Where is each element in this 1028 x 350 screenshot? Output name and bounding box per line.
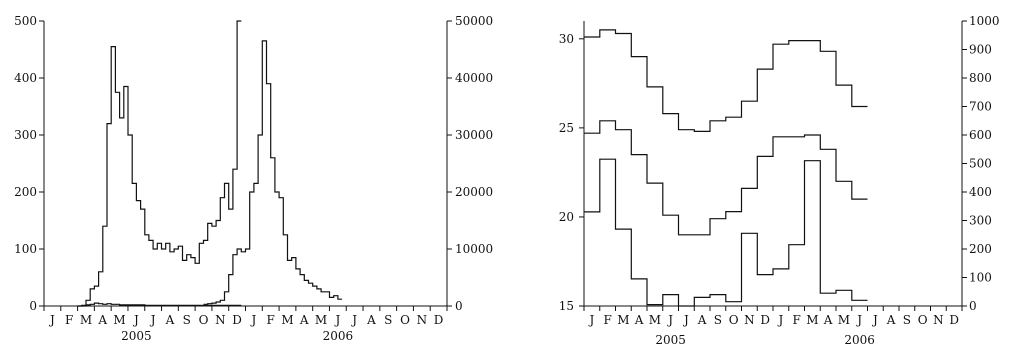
right-y-tick-label: 800: [969, 71, 992, 85]
month-label: S: [384, 313, 392, 327]
left-y-tick-label: 25: [559, 121, 574, 135]
month-label: A: [299, 313, 309, 327]
month-label: J: [149, 313, 156, 327]
series-line-2: [584, 120, 868, 236]
year-label: 2005: [655, 333, 686, 347]
left-y-tick-label: 300: [14, 128, 37, 142]
right-y-tick-label: 600: [969, 128, 992, 142]
year-label: 2005: [121, 329, 152, 343]
right-y-tick-label: 1000: [969, 14, 1000, 28]
month-label: J: [587, 313, 594, 327]
year-label: 2006: [323, 329, 354, 343]
month-label: M: [838, 313, 850, 327]
month-label: M: [281, 313, 293, 327]
right-y-tick-label: 10000: [455, 242, 493, 256]
month-label: J: [776, 313, 783, 327]
month-label: J: [48, 313, 55, 327]
series-line-3: [584, 158, 868, 307]
month-label: N: [215, 313, 226, 327]
month-label: S: [903, 313, 911, 327]
right-y-tick-label: 400: [969, 185, 992, 199]
month-label: M: [806, 313, 818, 327]
month-label: M: [617, 313, 629, 327]
month-label: J: [682, 313, 689, 327]
month-label: N: [744, 313, 755, 327]
month-label: S: [183, 313, 191, 327]
right-y-tick-label: 200: [969, 242, 992, 256]
right-y-tick-label: 500: [969, 157, 992, 171]
month-label: A: [697, 313, 707, 327]
month-label: F: [603, 313, 611, 327]
month-label: S: [714, 313, 722, 327]
series-line-1: [77, 20, 242, 307]
month-label: F: [267, 313, 275, 327]
right-y-tick-label: 300: [969, 214, 992, 228]
series-line-3: [77, 302, 242, 307]
month-label: J: [666, 313, 673, 327]
right-y-tick-label: 900: [969, 43, 992, 57]
left-y-tick-label: 20: [559, 210, 574, 224]
month-label: O: [199, 313, 209, 327]
series-line-1: [584, 29, 868, 132]
left-y-tick-label: 0: [29, 299, 37, 313]
month-label: N: [417, 313, 428, 327]
left-y-tick-label: 100: [14, 242, 37, 256]
right-y-tick-label: 30000: [455, 128, 493, 142]
month-label: D: [949, 313, 959, 327]
month-label: M: [80, 313, 92, 327]
right-y-tick-label: 0: [455, 299, 463, 313]
series-line-2: [203, 40, 343, 305]
month-label: O: [918, 313, 928, 327]
month-label: J: [132, 313, 139, 327]
left-y-tick-label: 200: [14, 185, 37, 199]
month-label: J: [249, 313, 256, 327]
month-label: J: [871, 313, 878, 327]
month-label: D: [434, 313, 444, 327]
month-label: A: [165, 313, 175, 327]
left-y-tick-label: 15: [559, 299, 574, 313]
month-label: A: [634, 313, 644, 327]
month-label: J: [350, 313, 357, 327]
month-label: A: [886, 313, 896, 327]
month-label: A: [366, 313, 376, 327]
right-y-tick-label: 700: [969, 100, 992, 114]
left-y-tick-label: 500: [14, 14, 37, 28]
month-label: J: [855, 313, 862, 327]
right-y-tick-label: 0: [969, 299, 977, 313]
month-label: F: [65, 313, 73, 327]
month-label: M: [113, 313, 125, 327]
left-y-tick-label: 400: [14, 71, 37, 85]
chart-left: 0 100 200 300 400 500 0 10000 20000 30000 40000 500…: [14, 14, 493, 343]
year-label: 2006: [844, 333, 875, 347]
right-y-tick-label: 40000: [455, 71, 493, 85]
month-label: J: [333, 313, 340, 327]
right-y-tick-label: 50000: [455, 14, 493, 28]
month-label: N: [933, 313, 944, 327]
month-label: A: [97, 313, 107, 327]
month-label: O: [400, 313, 410, 327]
month-label: M: [315, 313, 327, 327]
right-y-tick-label: 100: [969, 271, 992, 285]
month-label: O: [729, 313, 739, 327]
left-y-tick-label: 30: [559, 32, 574, 46]
month-label: D: [232, 313, 242, 327]
right-y-tick-label: 20000: [455, 185, 493, 199]
month-label: F: [792, 313, 800, 327]
month-label: M: [649, 313, 661, 327]
chart-right: 1520253001002003004005006007008009001000…: [559, 14, 1000, 347]
month-label: D: [760, 313, 770, 327]
month-label: A: [823, 313, 833, 327]
